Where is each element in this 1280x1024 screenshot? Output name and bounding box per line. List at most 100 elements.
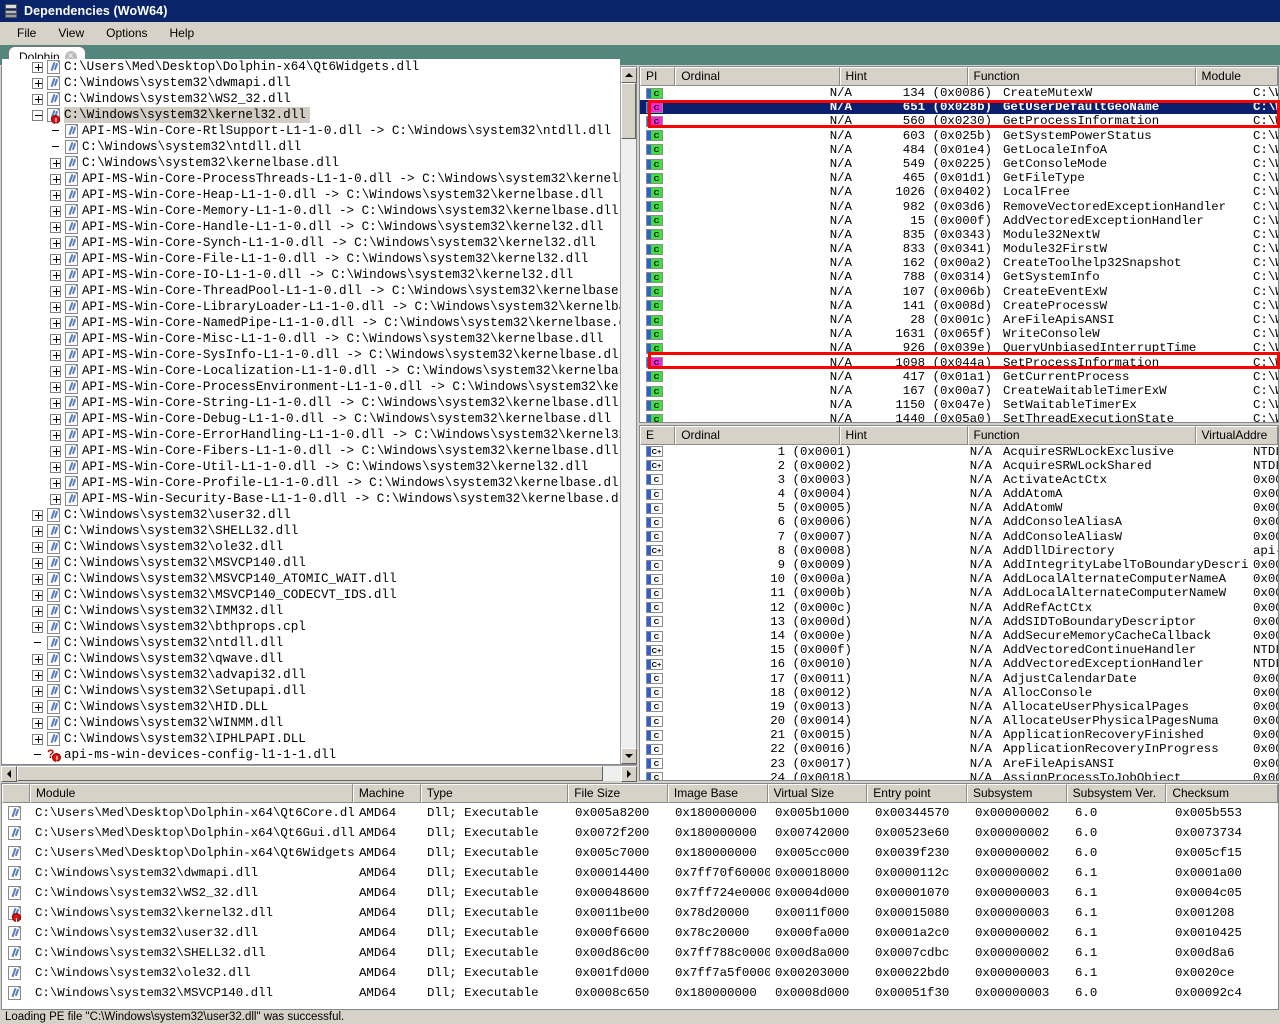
tree-node[interactable]: API-MS-Win-Core-ErrorHandling-L1-1-0.dll… — [2, 427, 620, 443]
exports-column-header[interactable]: Function — [967, 425, 1196, 445]
scroll-thumb-h[interactable] — [17, 766, 603, 781]
tree-node[interactable]: C:\Windows\system32\Setupapi.dll — [2, 683, 620, 699]
import-row[interactable]: C N/A 107 (0x006b) CreateEventExW C:\Window — [640, 285, 1278, 299]
tree-node[interactable]: API-MS-Win-Core-String-L1-1-0.dll -> C:\… — [2, 395, 620, 411]
tree-node[interactable]: C:\Windows\system32\IPHLPAPI.DLL — [2, 731, 620, 747]
module-row[interactable]: C:\Windows\system32\SHELL32.dll AMD64 Dll;… — [2, 943, 1278, 963]
scroll-right-icon[interactable] — [621, 766, 637, 782]
tree-node[interactable]: API-MS-Win-Core-Heap-L1-1-0.dll -> C:\Wi… — [2, 187, 620, 203]
import-row[interactable]: C N/A 1440 (0x05a0) SetThreadExecutionState… — [640, 412, 1278, 422]
collapse-icon[interactable] — [32, 109, 43, 121]
module-row[interactable]: C:\Users\Med\Desktop\Dolphin-x64\Qt6Gui.… — [2, 823, 1278, 843]
tree-node[interactable]: C:\Windows\system32\WS2_32.dll — [2, 91, 620, 107]
modules-column-header[interactable]: Image Base — [667, 784, 768, 803]
expand-icon[interactable] — [50, 269, 61, 281]
modules-column-header[interactable]: File Size — [568, 784, 668, 803]
tree-node[interactable]: API-MS-Win-Core-RtlSupport-L1-1-0.dll ->… — [2, 123, 620, 139]
imports-column-header[interactable]: PI — [640, 67, 676, 86]
export-row[interactable]: C 9 (0x0009) N/A AddIntegrityLabelToBoundar… — [640, 558, 1278, 572]
expand-icon[interactable] — [32, 541, 43, 553]
tree-node[interactable]: C:\Windows\system32\ntdll.dll — [2, 139, 620, 155]
export-row[interactable]: C 10 (0x000a) N/A AddLocalAlternateComputer… — [640, 572, 1278, 586]
expand-icon[interactable] — [32, 77, 43, 89]
import-row[interactable]: C N/A 982 (0x03d6) RemoveVectoredExceptionH… — [640, 200, 1278, 214]
module-row[interactable]: C:\Windows\system32\user32.dll AMD64 Dll; … — [2, 923, 1278, 943]
expand-icon[interactable] — [32, 717, 43, 729]
tree-node[interactable]: C:\Users\Med\Desktop\Dolphin-x64\Qt6Widg… — [2, 59, 620, 75]
export-row[interactable]: C+ 8 (0x0008) N/A AddDllDirectory api-ms-wi — [640, 544, 1278, 558]
module-row[interactable]: C:\Windows\system32\ole32.dll AMD64 Dll; E… — [2, 963, 1278, 983]
export-row[interactable]: C 24 (0x0018) N/A AssignProcessToJobObject 0… — [640, 771, 1278, 780]
scroll-track-h[interactable] — [17, 766, 621, 781]
menu-help[interactable]: Help — [169, 26, 195, 40]
scroll-track[interactable] — [621, 83, 636, 748]
export-row[interactable]: C 23 (0x0017) N/A AreFileApisANSI 0x0004c93 — [640, 757, 1278, 771]
expand-icon[interactable] — [32, 589, 43, 601]
import-row[interactable]: C N/A 788 (0x0314) GetSystemInfo C:\Window — [640, 270, 1278, 284]
export-row[interactable]: C 13 (0x000d) N/A AddSIDToBoundaryDescripto… — [640, 615, 1278, 629]
tree-node[interactable]: API-MS-Win-Security-Base-L1-1-0.dll -> C… — [2, 491, 620, 507]
menu-options[interactable]: Options — [106, 26, 148, 40]
tree-node[interactable]: API-MS-Win-Core-Memory-L1-1-0.dll -> C:\… — [2, 203, 620, 219]
module-row[interactable]: C:\Users\Med\Desktop\Dolphin-x64\Qt6Core… — [2, 803, 1278, 823]
export-row[interactable]: C 3 (0x0003) N/A ActivateActCtx 0x00003c7 — [640, 473, 1278, 487]
import-row[interactable]: C N/A 141 (0x008d) CreateProcessW C:\Window — [640, 299, 1278, 313]
export-row[interactable]: C 21 (0x0015) N/A ApplicationRecoveryFinish… — [640, 728, 1278, 742]
tree-node[interactable]: API-MS-Win-Core-Handle-L1-1-0.dll -> C:\… — [2, 219, 620, 235]
tree-node[interactable]: C:\Windows\system32\MSVCP140_ATOMIC_WAIT… — [2, 571, 620, 587]
imports-column-header[interactable]: Function — [967, 67, 1196, 86]
expand-icon[interactable] — [32, 509, 43, 521]
expand-icon[interactable] — [50, 301, 61, 313]
import-row[interactable]: C N/A 417 (0x01a1) GetCurrentProcess C:\Wind… — [640, 370, 1278, 384]
modules-column-header[interactable]: Virtual Size — [767, 784, 868, 803]
tree-node[interactable]: API-MS-Win-Core-File-L1-1-0.dll -> C:\Wi… — [2, 251, 620, 267]
tree-node[interactable]: C:\Windows\system32\kernelbase.dll — [2, 155, 620, 171]
export-row[interactable]: C+ 2 (0x0002) N/A AcquireSRWLockShared NTDLL… — [640, 459, 1278, 473]
scroll-thumb[interactable] — [621, 83, 636, 139]
import-row[interactable]: C N/A 835 (0x0343) Module32NextW C:\Window — [640, 228, 1278, 242]
tree-node[interactable]: API-MS-Win-Core-SysInfo-L1-1-0.dll -> C:… — [2, 347, 620, 363]
expand-icon[interactable] — [50, 413, 61, 425]
expand-icon[interactable] — [50, 173, 61, 185]
export-row[interactable]: C 5 (0x0005) N/A AddAtomW 0x00066a5 — [640, 501, 1278, 515]
export-row[interactable]: C+ 1 (0x0001) N/A AcquireSRWLockExclusive NT… — [640, 445, 1278, 459]
import-row[interactable]: C N/A 484 (0x01e4) GetLocaleInfoA C:\Window — [640, 143, 1278, 157]
module-row[interactable]: C:\Windows\system32\MSVCP140.dll AMD64 Dll… — [2, 983, 1278, 1003]
expand-icon[interactable] — [50, 221, 61, 233]
modules-column-header[interactable]: Entry point — [867, 784, 967, 803]
expand-icon[interactable] — [32, 685, 43, 697]
expand-icon[interactable] — [32, 669, 43, 681]
menu-view[interactable]: View — [58, 26, 85, 40]
expand-icon[interactable] — [50, 477, 61, 489]
module-list[interactable]: C:\Users\Med\Desktop\Dolphin-x64\Qt6Core… — [2, 803, 1278, 1009]
expand-icon[interactable] — [50, 317, 61, 329]
exports-column-header[interactable]: Ordinal — [675, 425, 840, 445]
expand-icon[interactable] — [50, 461, 61, 473]
module-header-row[interactable]: Module Machine Type File Size Image Base Virt… — [2, 784, 1278, 803]
tree-node[interactable]: C:\Windows\system32\advapi32.dll — [2, 667, 620, 683]
expand-icon[interactable] — [32, 557, 43, 569]
expand-icon[interactable] — [32, 525, 43, 537]
modules-column-header[interactable]: Subsystem Ver. — [1066, 784, 1167, 803]
module-row[interactable]: C:\Windows\system32\dwmapi.dll AMD64 Dll; … — [2, 863, 1278, 883]
tree-node[interactable]: C:\Windows\system32\user32.dll — [2, 507, 620, 523]
modules-column-header[interactable]: Machine — [352, 784, 421, 803]
tree-node[interactable]: C:\Windows\system32\ole32.dll — [2, 539, 620, 555]
tree-node[interactable]: C:\Windows\system32\MSVCP140_CODECVT_IDS… — [2, 587, 620, 603]
import-row[interactable]: C N/A 162 (0x00a2) CreateToolhelp32Snapshot… — [640, 256, 1278, 270]
expand-icon[interactable] — [50, 493, 61, 505]
exports-column-header[interactable]: E — [640, 425, 676, 445]
expand-icon[interactable] — [32, 621, 43, 633]
tree-node[interactable]: C:\Windows\system32\kernel32.dll — [2, 107, 620, 130]
expand-icon[interactable] — [32, 733, 43, 745]
tree-node[interactable]: C:\Windows\system32\ntdll.dll — [2, 635, 620, 651]
tree-node[interactable]: C:\Windows\system32\HID.DLL — [2, 699, 620, 715]
import-row[interactable]: C N/A 1026 (0x0402) LocalFree C:\Window — [640, 185, 1278, 199]
export-row[interactable]: C 20 (0x0014) N/A AllocateUserPhysicalPages… — [640, 714, 1278, 728]
tree-node[interactable]: API-MS-Win-Core-ThreadPool-L1-1-0.dll ->… — [2, 283, 620, 299]
modules-column-header[interactable]: Module — [29, 784, 353, 803]
expand-icon[interactable] — [50, 349, 61, 361]
imports-header-row[interactable]: PI Ordinal Hint Function Module — [640, 67, 1278, 86]
expand-icon[interactable] — [32, 653, 43, 665]
exports-header-row[interactable]: E Ordinal Hint Function VirtualAddre — [640, 425, 1278, 445]
